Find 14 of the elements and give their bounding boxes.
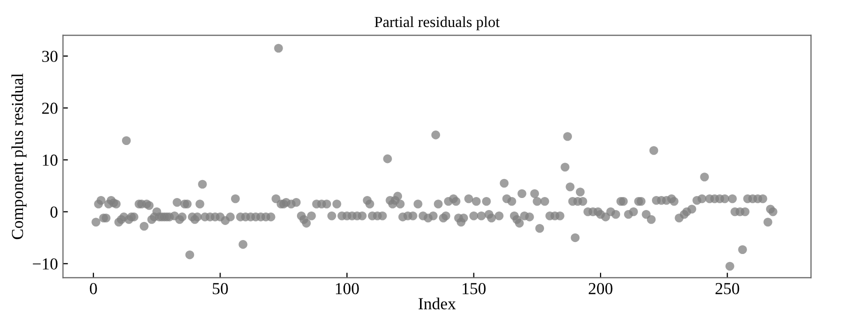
chart-title: Partial residuals plot <box>374 16 500 30</box>
y-tick-label: 30 <box>42 50 58 62</box>
x-tick-label: 150 <box>462 283 486 294</box>
x-axis-title: Index <box>418 298 456 310</box>
y-tick-label: 10 <box>42 154 58 166</box>
y-tick-label: 20 <box>42 102 58 114</box>
x-tick-label: 100 <box>336 283 359 294</box>
y-axis-title: Component plus residual <box>11 74 26 240</box>
x-tick-label: 50 <box>212 283 228 294</box>
x-tick-label: 200 <box>588 283 612 294</box>
y-tick-label: −10 <box>32 258 58 270</box>
x-tick-label: 250 <box>716 283 740 294</box>
y-tick-label: 0 <box>50 206 58 218</box>
x-tick-label: 0 <box>90 283 97 294</box>
